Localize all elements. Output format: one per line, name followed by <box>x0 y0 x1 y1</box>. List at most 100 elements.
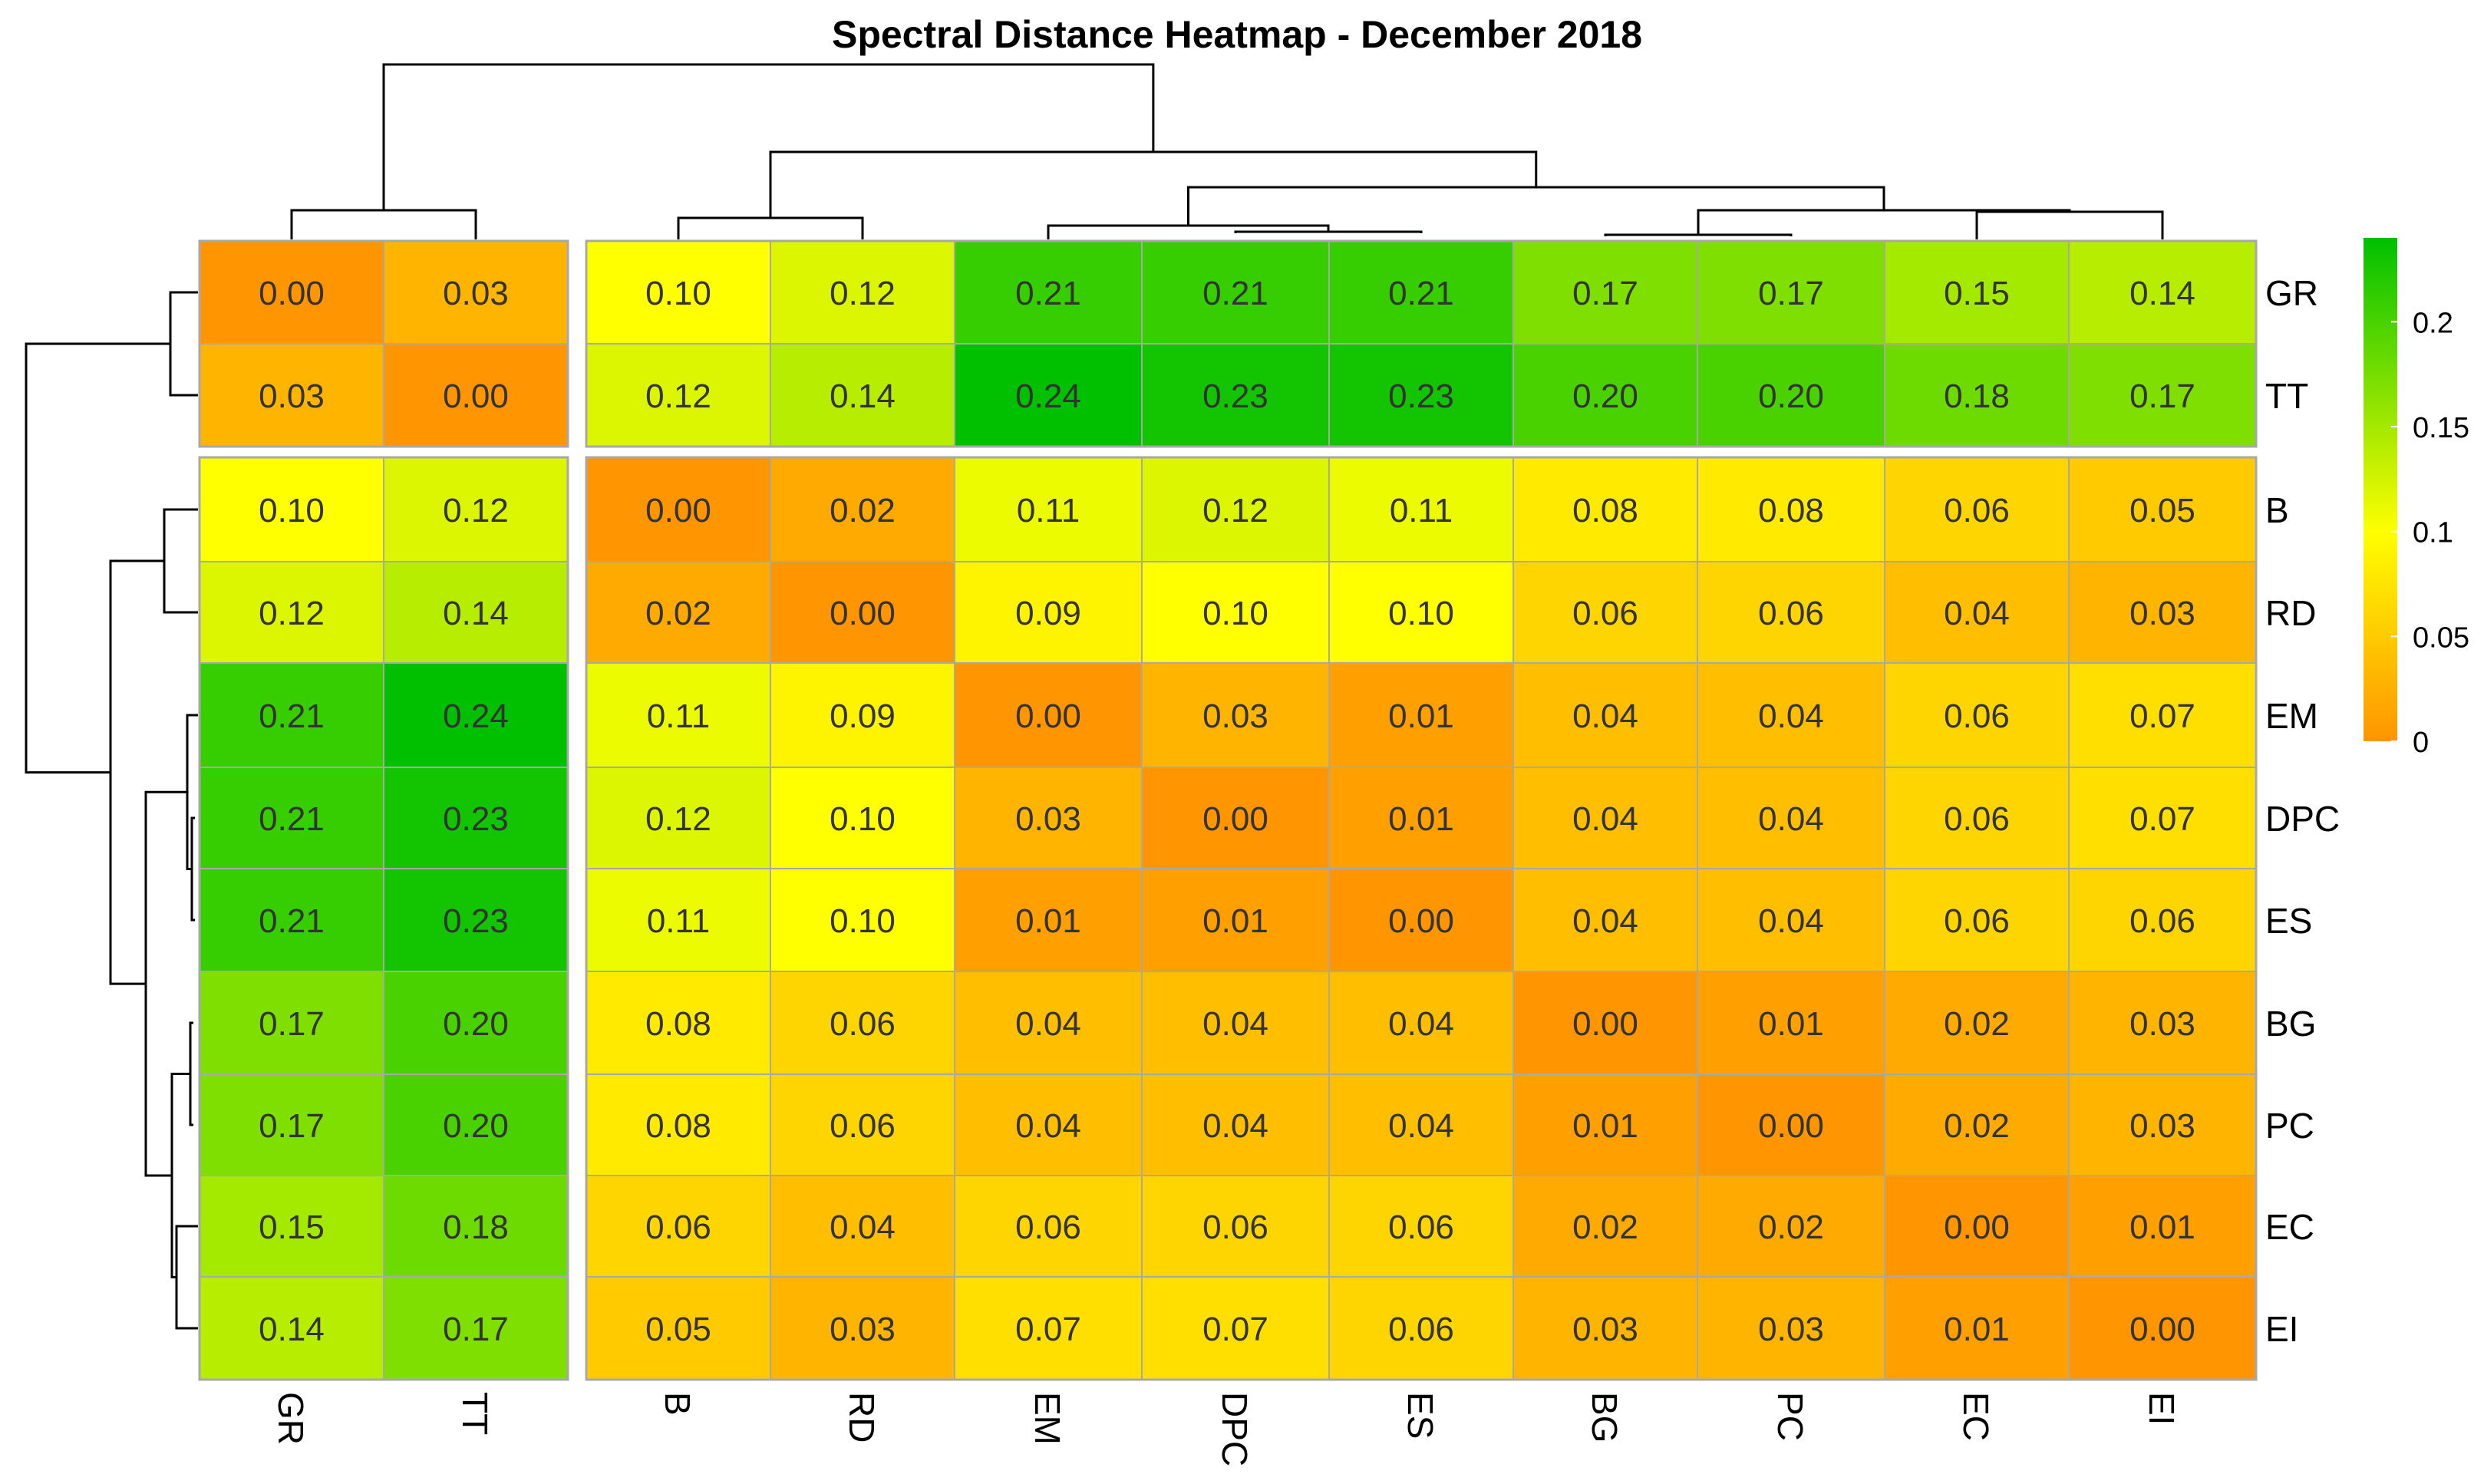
heatmap-cell-ec-b <box>586 1175 771 1278</box>
cell-value-em-b: 0.11 <box>647 697 710 735</box>
cell-value-pc-b: 0.08 <box>645 1107 711 1145</box>
cell-value-b-es: 0.11 <box>1390 492 1453 529</box>
cell-value-b-em: 0.11 <box>1017 492 1080 529</box>
cell-value-es-bg: 0.04 <box>1572 902 1638 940</box>
heatmap-cell-ec-ei <box>2068 1175 2257 1278</box>
color-legend: 0 0.05 0.1 0.15 0.2 <box>2364 238 2469 759</box>
cell-value-bg-gr: 0.17 <box>259 1005 325 1043</box>
heatmap-cell-dpc-ei <box>2068 767 2257 869</box>
legend-tick-label: 0.1 <box>2413 517 2453 549</box>
cell-value-tt-gr: 0.03 <box>259 378 325 415</box>
legend-tick-label: 0 <box>2413 727 2429 759</box>
cell-value-es-b: 0.11 <box>647 902 710 940</box>
heatmap-cell-ec-rd <box>770 1175 955 1278</box>
cell-value-ei-dpc: 0.07 <box>1202 1311 1268 1348</box>
cell-value-ec-es: 0.06 <box>1388 1209 1454 1246</box>
block-border-bottom-right <box>585 456 2258 1381</box>
heatmap-cell-es-es <box>1328 868 1514 972</box>
row-label-ei: EI <box>2265 1309 2298 1349</box>
cell-value-tt-rd: 0.14 <box>830 378 896 415</box>
heatmap-cell-rd-rd <box>770 561 955 664</box>
heatmap-cell-pc-bg <box>1513 1073 1698 1176</box>
heatmap-cell-gr-pc <box>1697 240 1885 345</box>
heatmap-cell-b-tt <box>383 457 569 562</box>
heatmap-cell-rd-es <box>1328 561 1514 664</box>
cell-value-tt-dpc: 0.23 <box>1202 378 1268 415</box>
heatmap-cell-ec-bg <box>1513 1175 1698 1278</box>
heatmap-cell-em-dpc <box>1141 662 1330 768</box>
heatmap-cell-gr-em <box>954 240 1143 345</box>
cell-value-b-gr: 0.10 <box>259 492 325 529</box>
heatmap-cell-ec-em <box>954 1175 1143 1278</box>
column-label-b: B <box>658 1392 698 1416</box>
heatmap-cells: 0.00 0.03 0.10 0.12 0.21 0.21 0.21 0.17 0.17 0.15… <box>198 239 2258 1381</box>
column-label-es: ES <box>1400 1392 1440 1439</box>
column-label-em: EM <box>1028 1392 1067 1445</box>
heatmap-cell-em-em <box>954 662 1143 768</box>
heatmap-cell-tt-es <box>1328 343 1514 447</box>
heatmap-cell-bg-em <box>954 971 1143 1075</box>
cell-value-ei-ei: 0.00 <box>2129 1311 2195 1348</box>
cell-value-gr-rd: 0.12 <box>830 275 896 312</box>
cell-value-ei-bg: 0.03 <box>1572 1311 1638 1348</box>
cell-value-rd-dpc: 0.10 <box>1202 595 1268 632</box>
heatmap-cell-dpc-es <box>1328 767 1514 869</box>
cell-value-pc-tt: 0.20 <box>443 1107 509 1145</box>
column-label-tt: TT <box>455 1392 495 1435</box>
heatmap-cell-pc-pc <box>1697 1073 1885 1176</box>
cell-value-rd-es: 0.10 <box>1388 595 1454 632</box>
row-labels: GR TT B RD EM DPC ES BG PC EC EI <box>2265 273 2340 1349</box>
heatmap-cell-ec-pc <box>1697 1175 1885 1278</box>
heatmap-cell-b-em <box>954 457 1143 562</box>
cell-value-ec-tt: 0.18 <box>443 1209 509 1246</box>
cell-value-es-pc: 0.04 <box>1758 902 1824 940</box>
heatmap-cell-bg-ei <box>2068 971 2257 1075</box>
cell-value-bg-pc: 0.01 <box>1758 1005 1824 1043</box>
column-label-bg: BG <box>1585 1392 1625 1443</box>
cell-value-em-bg: 0.04 <box>1572 697 1638 735</box>
cell-value-dpc-pc: 0.04 <box>1758 800 1824 838</box>
cell-value-pc-em: 0.04 <box>1015 1107 1081 1145</box>
cell-value-dpc-ec: 0.06 <box>1944 800 2010 838</box>
row-label-em: EM <box>2265 696 2318 736</box>
heatmap-cell-pc-rd <box>770 1073 955 1176</box>
cell-value-b-bg: 0.08 <box>1572 492 1638 529</box>
cell-value-ei-b: 0.05 <box>645 1311 711 1348</box>
heatmap-cell-gr-dpc <box>1141 240 1330 345</box>
heatmap-cell-es-ei <box>2068 868 2257 972</box>
cell-value-bg-bg: 0.00 <box>1572 1005 1638 1043</box>
heatmap-cell-tt-rd <box>770 343 955 447</box>
column-label-dpc: DPC <box>1215 1392 1255 1466</box>
cell-value-ei-em: 0.07 <box>1015 1311 1081 1348</box>
cell-value-gr-ei: 0.14 <box>2129 275 2195 312</box>
cell-value-rd-tt: 0.14 <box>443 595 509 632</box>
row-label-gr: GR <box>2265 273 2318 313</box>
block-border-bottom-left <box>198 456 569 1381</box>
row-label-rd: RD <box>2265 593 2316 633</box>
heatmap-cell-dpc-em <box>954 767 1143 869</box>
heatmap-cell-es-pc <box>1697 868 1885 972</box>
cell-value-rd-ei: 0.03 <box>2129 595 2195 632</box>
cell-value-em-ei: 0.07 <box>2129 697 2195 735</box>
cell-value-ec-pc: 0.02 <box>1758 1209 1824 1246</box>
heatmap-cell-ei-es <box>1328 1276 1514 1380</box>
cell-value-b-pc: 0.08 <box>1758 492 1824 529</box>
heatmap-cell-b-b <box>586 457 771 562</box>
heatmap-cell-tt-ec <box>1884 343 2070 447</box>
heatmap-cell-ei-bg <box>1513 1276 1698 1380</box>
heatmap-cell-gr-tt <box>383 240 569 345</box>
cell-value-es-dpc: 0.01 <box>1202 902 1268 940</box>
heatmap-cell-bg-gr <box>199 971 384 1075</box>
cell-value-rd-em: 0.09 <box>1015 595 1081 632</box>
cell-value-gr-es: 0.21 <box>1388 275 1454 312</box>
cell-value-pc-es: 0.04 <box>1388 1107 1454 1145</box>
legend-color-bar <box>2364 238 2397 741</box>
row-label-b: B <box>2265 490 2289 530</box>
cell-value-pc-bg: 0.01 <box>1572 1107 1638 1145</box>
cell-value-tt-tt: 0.00 <box>443 378 509 415</box>
cell-value-dpc-bg: 0.04 <box>1572 800 1638 838</box>
heatmap-cell-ei-gr <box>199 1276 384 1380</box>
heatmap-cell-es-dpc <box>1141 868 1330 972</box>
cell-value-em-em: 0.00 <box>1015 697 1081 735</box>
